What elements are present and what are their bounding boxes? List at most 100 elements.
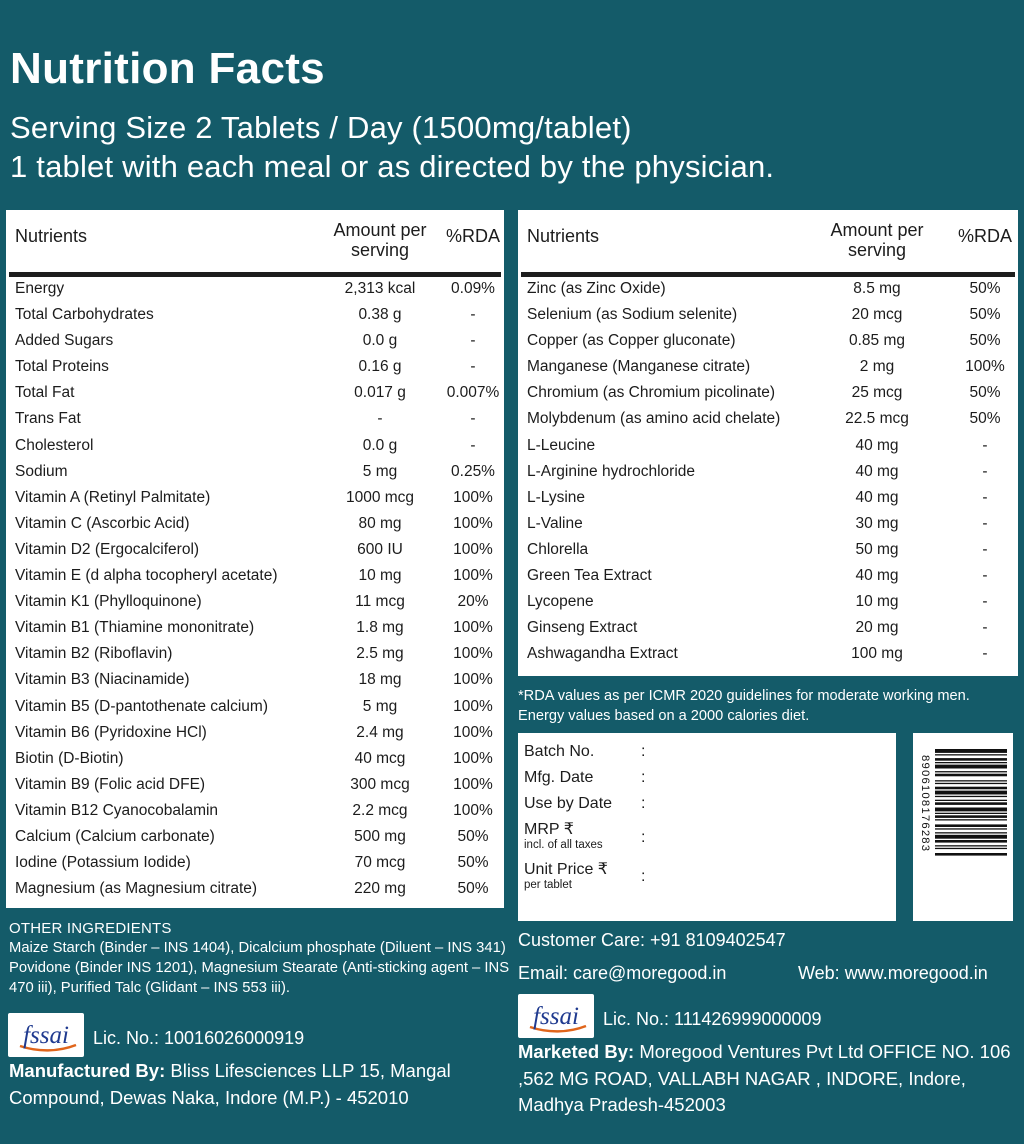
nutrient-amount: 2.2 mcg [352, 801, 408, 819]
header-amount: Amount per serving [812, 220, 942, 260]
nutrient-name: Sodium [15, 462, 68, 480]
table-header: Nutrients Amount per serving %RDA [6, 210, 504, 270]
nutrient-name: L-Leucine [527, 436, 596, 454]
nutrient-name: Selenium (as Sodium selenite) [527, 306, 738, 324]
barcode-bar [935, 786, 1007, 790]
nutrient-name: Iodine (Potassium Iodide) [15, 854, 191, 872]
fssai-logo-graphic: fssai [529, 1003, 587, 1033]
barcode: 8906108176283 [913, 733, 1013, 921]
nutrient-name: Vitamin D2 (Ergocalciferol) [15, 540, 200, 558]
table-row: Vitamin B5 (D-pantothenate calcium) 5 mg 1… [6, 694, 504, 720]
nutrient-rda: 100% [453, 723, 493, 741]
nutrient-name: Added Sugars [15, 332, 114, 350]
nutrient-amount: 1000 mcg [345, 488, 415, 506]
manufacturer-address-block: Manufactured By: Bliss Lifesciences LLP … [9, 1058, 509, 1111]
barcode-bar [935, 762, 1007, 764]
customer-care: Customer Care: +91 8109402547 [518, 930, 786, 950]
nutrient-name: Copper (as Copper gluconate) [527, 332, 736, 350]
header-amount-line1: Amount per [333, 220, 427, 240]
header-divider [9, 272, 501, 277]
batch-no-label: Batch No. [524, 743, 595, 760]
nutrient-rda: 100% [453, 671, 493, 689]
table-row: Vitamin D2 (Ergocalciferol) 600 IU 100% [6, 537, 504, 563]
nutrient-amount: 50 mg [855, 540, 899, 558]
nutrient-name: Vitamin B5 (D-pantothenate calcium) [15, 697, 269, 715]
nutrient-rda: 100% [453, 749, 493, 767]
nutrient-amount: 40 mg [855, 567, 899, 585]
nutrient-name: L-Valine [527, 514, 583, 532]
nutrient-amount: 0.0 g [362, 436, 398, 454]
barcode-bar [935, 824, 1007, 827]
marketer-address: Moregood Ventures Pvt Ltd OFFICE NO. 106… [518, 1041, 1011, 1115]
header-amount-line1: Amount per [830, 220, 924, 240]
mrp-label: MRP ₹ incl. of all taxes [524, 821, 603, 851]
table-body: Energy 2,313 kcal 0.09% Total Carbohydrates… [6, 276, 504, 902]
nutrient-rda: - [982, 567, 988, 585]
table-row: Vitamin K1 (Phylloquinone) 11 mcg 20% [6, 589, 504, 615]
nutrient-rda: 100% [453, 697, 493, 715]
nutrient-name: L-Arginine hydrochloride [527, 462, 696, 480]
nutrient-name: Green Tea Extract [527, 567, 652, 585]
fssai-logo-text: fssai [23, 1022, 69, 1049]
nutrient-rda: 100% [453, 619, 493, 637]
nutrient-rda: 50% [969, 410, 1001, 428]
table-row: Vitamin B12 Cyanocobalamin 2.2 mcg 100% [6, 798, 504, 824]
nutrient-amount: 5 mg [362, 462, 398, 480]
table-row: L-Arginine hydrochloride 40 mg - [518, 459, 1018, 485]
nutrient-rda: - [982, 619, 988, 637]
fssai-logo: fssai [518, 994, 594, 1038]
table-row: Magnesium (as Magnesium citrate) 220 mg 50… [6, 876, 504, 902]
barcode-bar [935, 771, 1007, 773]
nutrient-rda: - [982, 436, 988, 454]
nutrient-rda: 50% [969, 332, 1001, 350]
nutrient-amount: 20 mcg [851, 306, 903, 324]
nutrient-name: Calcium (Calcium carbonate) [15, 827, 215, 845]
barcode-bar [935, 832, 1007, 834]
table-row: Green Tea Extract 40 mg - [518, 563, 1018, 589]
nutrient-name: Vitamin B6 (Pyridoxine HCl) [15, 723, 207, 741]
barcode-bar [935, 749, 1007, 753]
nutrient-amount: 100 mg [851, 645, 903, 663]
fssai-logo-text: fssai [533, 1003, 579, 1030]
nutrient-amount: 40 mg [855, 462, 899, 480]
table-row: Sodium 5 mg 0.25% [6, 459, 504, 485]
barcode-bar [935, 754, 1007, 756]
use-by-label: Use by Date [524, 795, 613, 812]
nutrient-rda: 100% [453, 567, 493, 585]
mrp-subtext: incl. of all taxes [524, 839, 603, 851]
table-row: Selenium (as Sodium selenite) 20 mcg 50% [518, 302, 1018, 328]
table-row: Vitamin B3 (Niacinamide) 18 mg 100% [6, 667, 504, 693]
barcode-bar [935, 840, 1007, 843]
nutrient-rda: - [470, 332, 476, 350]
table-row: Total Fat 0.017 g 0.007% [6, 380, 504, 406]
nutrient-name: Zinc (as Zinc Oxide) [527, 280, 666, 297]
nutrient-amount: 5 mg [362, 697, 398, 715]
table-row: Zinc (as Zinc Oxide) 8.5 mg 50% [518, 276, 1018, 302]
website-link[interactable]: Web: www.moregood.in [798, 963, 988, 983]
manufacturer-label: Manufactured By: [9, 1060, 166, 1081]
fssai-logo: fssai [8, 1013, 84, 1057]
rda-note: *RDA values as per ICMR 2020 guidelines … [518, 688, 970, 724]
header-divider [521, 272, 1015, 277]
table-row: Added Sugars 0.0 g - [6, 328, 504, 354]
table-row: Vitamin A (Retinyl Palmitate) 1000 mcg 100… [6, 485, 504, 511]
table-row: Trans Fat - - [6, 406, 504, 432]
table-row: Cholesterol 0.0 g - [6, 433, 504, 459]
table-row: Vitamin C (Ascorbic Acid) 80 mg 100% [6, 511, 504, 537]
table-row: Iodine (Potassium Iodide) 70 mcg 50% [6, 850, 504, 876]
table-row: Manganese (Manganese citrate) 2 mg 100% [518, 354, 1018, 380]
email-link[interactable]: Email: care@moregood.in [518, 963, 727, 983]
nutrient-rda: 0.007% [446, 384, 500, 402]
table-row: Chlorella 50 mg - [518, 537, 1018, 563]
nutrient-rda: 100% [965, 358, 1005, 376]
table-row: L-Valine 30 mg - [518, 511, 1018, 537]
nutrient-rda: 100% [453, 645, 493, 663]
fssai-logo-graphic: fssai [19, 1022, 77, 1052]
header-amount: Amount per serving [315, 220, 445, 260]
nutrient-rda: 50% [969, 384, 1001, 402]
nutrient-name: Vitamin C (Ascorbic Acid) [15, 514, 190, 532]
nutrient-name: Vitamin B12 Cyanocobalamin [15, 801, 219, 819]
nutrient-amount: 300 mcg [350, 775, 410, 793]
header-nutrients: Nutrients [15, 226, 88, 246]
nutrient-rda: 50% [969, 280, 1001, 297]
